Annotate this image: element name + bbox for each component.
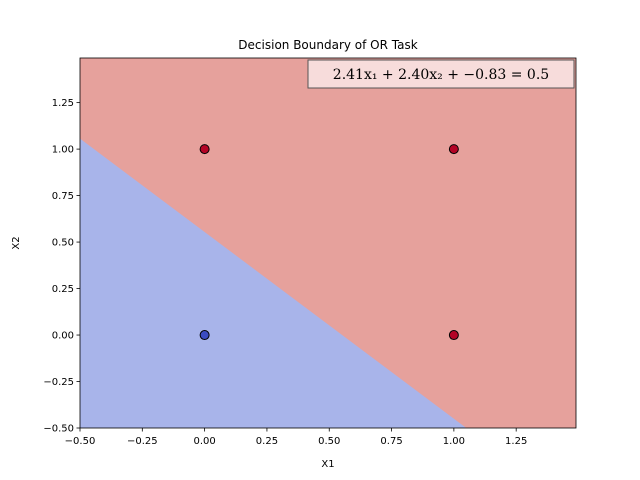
y-tick-label: 1.25 [52, 98, 74, 109]
y-axis-label: X2 [11, 236, 22, 249]
data-points [199, 144, 459, 341]
plot-area [80, 58, 576, 428]
x-axis-label: X1 [321, 459, 334, 470]
data-point-3 [448, 330, 459, 341]
x-tick-label: 0.50 [318, 436, 340, 447]
y-tick-label: 0.00 [52, 331, 74, 342]
y-tick-label: −0.25 [43, 377, 74, 388]
x-tick-label: 0.25 [256, 436, 278, 447]
data-point-4 [448, 144, 459, 155]
y-tick-label: −0.50 [43, 424, 74, 435]
plot-frame [79, 57, 577, 429]
x-tick-label: 0.75 [380, 436, 402, 447]
data-point-2 [199, 144, 210, 155]
y-tick-label: 1.00 [52, 145, 74, 156]
data-point-1 [199, 330, 210, 341]
x-tick-label: −0.50 [65, 436, 96, 447]
equation-annotation: 2.41x₁ + 2.40x₂ + −0.83 = 0.5 [307, 59, 575, 89]
equation-text: 2.41x₁ + 2.40x₂ + −0.83 = 0.5 [333, 67, 549, 83]
x-axis: −0.50 −0.25 0.00 0.25 0.50 0.75 1.00 1.25 [65, 428, 527, 447]
chart-title: Decision Boundary of OR Task [238, 38, 417, 52]
x-tick-label: −0.25 [127, 436, 158, 447]
equation-box [307, 59, 575, 89]
x-tick-label: 1.25 [505, 436, 527, 447]
y-tick-label: 0.25 [52, 284, 74, 295]
y-tick-label: 0.50 [52, 238, 74, 249]
y-tick-label: 0.75 [52, 191, 74, 202]
x-tick-label: 1.00 [443, 436, 465, 447]
x-tick-label: 0.00 [193, 436, 215, 447]
y-axis: −0.50 −0.25 0.00 0.25 0.50 0.75 1.00 1.25 [43, 98, 80, 435]
class-0-region [80, 138, 467, 428]
